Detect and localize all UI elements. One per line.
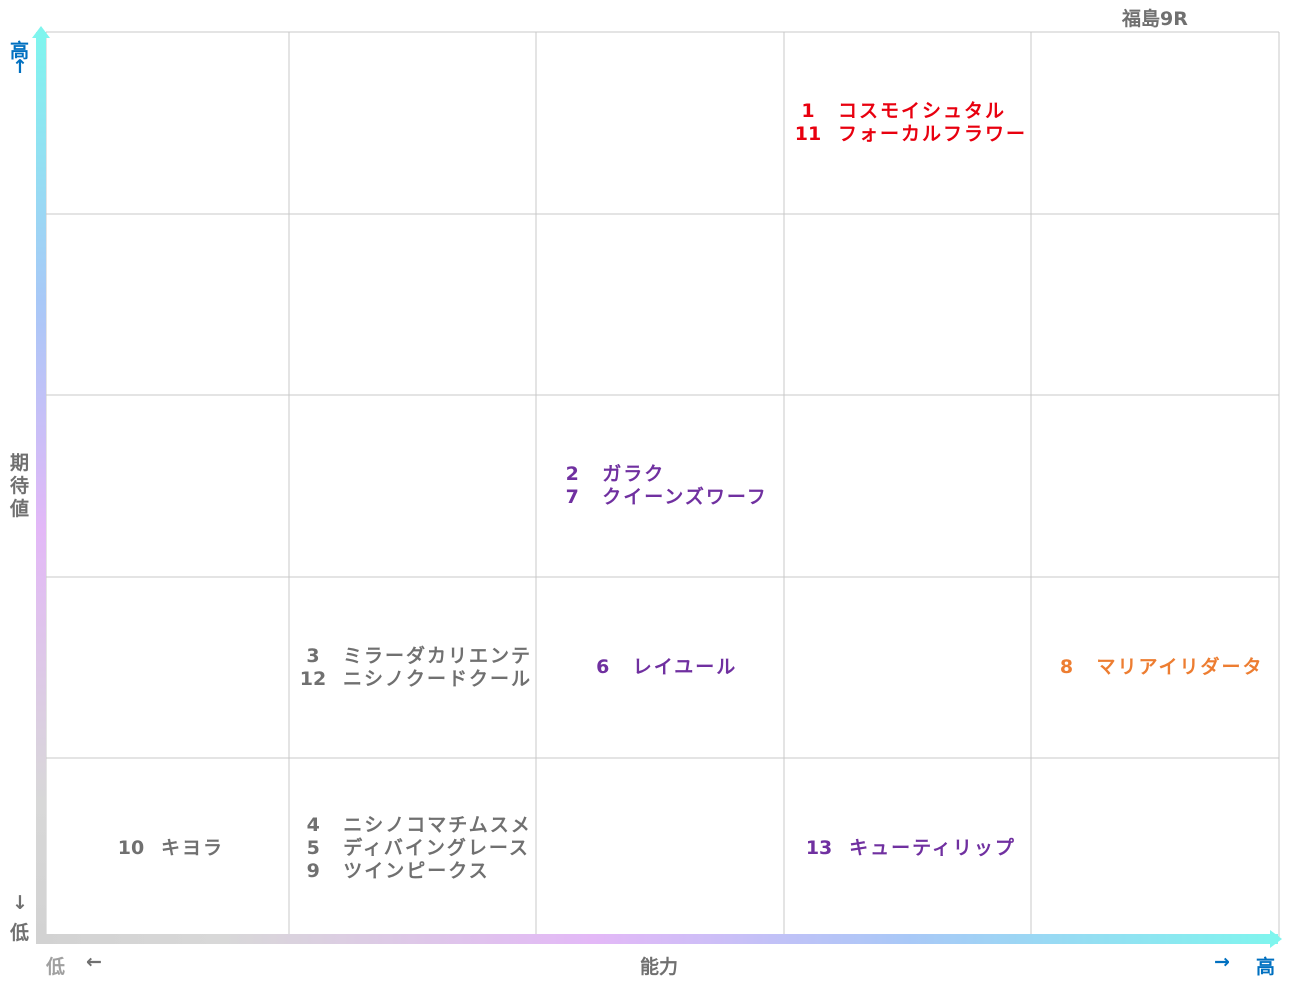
horse-entry: 13 キューティリップ [799, 837, 1016, 860]
y-axis-high-label: 高 [10, 40, 30, 62]
matrix-cell: 1 コスモイシュタル 11 フォーカルフラワー [788, 100, 1027, 146]
horse-number: 3 [306, 644, 320, 667]
matrix-cell: 13 キューティリップ [799, 837, 1016, 860]
horse-number: 8 [1059, 656, 1074, 678]
race-title: 福島9R [1122, 8, 1188, 30]
y-axis-bar [36, 32, 46, 938]
y-axis-up-arrow: ↑ [12, 56, 28, 78]
horse-name: ツインピークス [343, 859, 490, 882]
horse-entry: 1 コスモイシュタル [788, 100, 1027, 123]
horse-number: 1 [801, 100, 815, 122]
matrix-cell: 8 マリアイリダータ [1046, 656, 1263, 679]
horse-number: 2 [565, 463, 579, 485]
horse-number: 13 [805, 836, 833, 859]
horse-number: 7 [565, 486, 579, 508]
horse-name: キューティリップ [849, 836, 1016, 859]
y-axis-low-label: 低 [10, 922, 30, 944]
horse-number: 10 [117, 836, 145, 859]
horse-entry: 3 ミラーダカリエンテ [293, 645, 532, 668]
horse-name: ミラーダカリエンテ [342, 644, 532, 667]
horse-entry: 11 フォーカルフラワー [788, 123, 1027, 146]
horse-number: 12 [299, 667, 327, 690]
horse-entry: 4 ニシノコマチムスメ [293, 814, 532, 837]
x-axis-right-arrow: → [1214, 951, 1230, 973]
horse-number: 9 [306, 859, 320, 882]
horse-name: ニシノクードクール [342, 667, 532, 690]
horse-name: キヨラ [160, 836, 224, 859]
horse-entry: 6 レイユール [583, 656, 738, 679]
matrix-cell: 2 ガラク 7 クイーンズワーフ [552, 463, 768, 509]
matrix-cell: 4 ニシノコマチムスメ 5 ディバイングレース 9 ツインピークス [293, 814, 532, 883]
matrix-cell: 10 キヨラ [111, 837, 224, 860]
horse-name: フォーカルフラワー [837, 123, 1027, 145]
x-axis-arrowhead [1270, 930, 1282, 948]
horse-name: ニシノコマチムスメ [343, 813, 532, 836]
horse-entry: 2 ガラク [552, 463, 768, 486]
x-axis-title: 能力 [640, 956, 679, 978]
y-axis-down-arrow: ↓ [12, 892, 28, 914]
matrix-cell: 3 ミラーダカリエンテ 12 ニシノクードクール [293, 645, 532, 691]
horse-entry: 10 キヨラ [111, 837, 224, 860]
x-axis-left-arrow: ← [86, 951, 102, 973]
horse-name: コスモイシュタル [837, 100, 1006, 122]
horse-entry: 12 ニシノクードクール [293, 668, 532, 691]
horse-entry: 8 マリアイリダータ [1046, 656, 1263, 679]
horse-name: マリアイリダータ [1096, 656, 1264, 678]
horse-name: ガラク [602, 463, 666, 485]
horse-name: レイユール [632, 656, 738, 678]
horse-entry: 9 ツインピークス [293, 860, 532, 883]
horse-number: 4 [306, 813, 320, 836]
horse-entry: 7 クイーンズワーフ [552, 486, 768, 509]
horse-number: 6 [596, 656, 610, 678]
x-axis-bar [36, 934, 1278, 944]
horse-number: 5 [306, 836, 320, 859]
x-axis-low-label: 低 [46, 956, 66, 978]
horse-name: ディバイングレース [343, 836, 530, 859]
y-axis-arrowhead [32, 26, 50, 38]
matrix-cell: 6 レイユール [583, 656, 738, 679]
x-axis-high-label: 高 [1256, 956, 1276, 978]
y-axis-title: 期待値 [10, 452, 30, 520]
horse-entry: 5 ディバイングレース [293, 837, 532, 860]
horse-number: 11 [794, 123, 822, 145]
horse-name: クイーンズワーフ [602, 486, 768, 508]
